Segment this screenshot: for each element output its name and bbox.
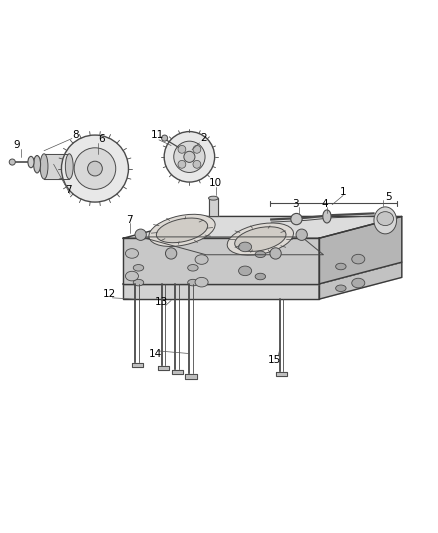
Ellipse shape <box>336 285 346 292</box>
Text: 4: 4 <box>321 199 328 209</box>
Circle shape <box>193 146 201 154</box>
Polygon shape <box>44 154 69 179</box>
Ellipse shape <box>187 279 198 286</box>
Polygon shape <box>208 198 218 216</box>
Ellipse shape <box>235 227 286 252</box>
Ellipse shape <box>40 154 48 179</box>
Ellipse shape <box>34 156 41 173</box>
Text: 1: 1 <box>340 187 346 197</box>
Ellipse shape <box>187 264 198 271</box>
Text: 3: 3 <box>292 199 298 209</box>
Circle shape <box>9 159 15 165</box>
Polygon shape <box>185 375 197 379</box>
Text: 14: 14 <box>149 350 162 359</box>
Text: 9: 9 <box>13 140 20 150</box>
Ellipse shape <box>70 154 79 183</box>
Circle shape <box>88 161 102 176</box>
Ellipse shape <box>323 210 331 223</box>
Ellipse shape <box>195 277 208 287</box>
Ellipse shape <box>255 273 265 280</box>
Polygon shape <box>123 262 402 284</box>
Circle shape <box>178 146 186 154</box>
Polygon shape <box>319 262 402 299</box>
Ellipse shape <box>133 279 144 286</box>
Ellipse shape <box>195 255 208 264</box>
Polygon shape <box>123 238 319 284</box>
Text: 7: 7 <box>127 215 133 225</box>
Text: 5: 5 <box>385 192 392 203</box>
Ellipse shape <box>208 196 218 200</box>
Ellipse shape <box>227 223 293 255</box>
Ellipse shape <box>125 249 138 258</box>
Text: 8: 8 <box>72 130 79 140</box>
Polygon shape <box>123 216 402 238</box>
Circle shape <box>178 160 186 168</box>
Polygon shape <box>131 363 143 367</box>
Polygon shape <box>123 284 319 299</box>
Ellipse shape <box>352 254 365 264</box>
Ellipse shape <box>149 214 215 246</box>
Ellipse shape <box>239 242 252 252</box>
Ellipse shape <box>377 212 393 225</box>
Text: 12: 12 <box>102 289 116 300</box>
Ellipse shape <box>352 278 365 288</box>
Circle shape <box>184 151 195 163</box>
Text: 6: 6 <box>98 134 105 144</box>
Polygon shape <box>276 372 287 376</box>
Circle shape <box>61 135 128 202</box>
Ellipse shape <box>255 251 265 257</box>
Text: 15: 15 <box>268 354 281 365</box>
Ellipse shape <box>65 154 73 179</box>
Circle shape <box>193 160 201 168</box>
Circle shape <box>162 135 168 141</box>
Circle shape <box>291 213 302 225</box>
Circle shape <box>135 229 146 240</box>
Text: 11: 11 <box>151 131 164 141</box>
Polygon shape <box>319 216 402 284</box>
Ellipse shape <box>239 266 252 276</box>
Circle shape <box>296 229 307 240</box>
Polygon shape <box>158 366 169 370</box>
Circle shape <box>74 148 116 189</box>
Ellipse shape <box>336 263 346 270</box>
Ellipse shape <box>374 207 396 234</box>
Text: 10: 10 <box>209 177 222 188</box>
Circle shape <box>174 141 205 173</box>
Circle shape <box>164 132 215 182</box>
Ellipse shape <box>28 156 34 168</box>
Circle shape <box>270 248 281 259</box>
Circle shape <box>166 248 177 259</box>
Polygon shape <box>172 370 183 375</box>
Text: 7: 7 <box>66 185 72 195</box>
Ellipse shape <box>125 271 138 281</box>
Ellipse shape <box>133 264 144 271</box>
Text: 13: 13 <box>155 297 168 307</box>
Text: 2: 2 <box>201 133 207 143</box>
Ellipse shape <box>156 218 208 243</box>
